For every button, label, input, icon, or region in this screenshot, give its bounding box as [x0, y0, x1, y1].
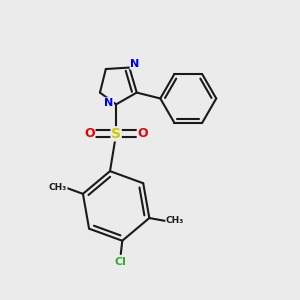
Text: CH₃: CH₃: [49, 183, 67, 192]
Text: CH₃: CH₃: [166, 217, 184, 226]
Text: N: N: [130, 59, 139, 69]
Text: N: N: [104, 98, 113, 108]
Text: O: O: [137, 127, 148, 140]
Text: O: O: [84, 127, 95, 140]
Text: Cl: Cl: [115, 257, 127, 267]
Text: S: S: [111, 127, 121, 141]
